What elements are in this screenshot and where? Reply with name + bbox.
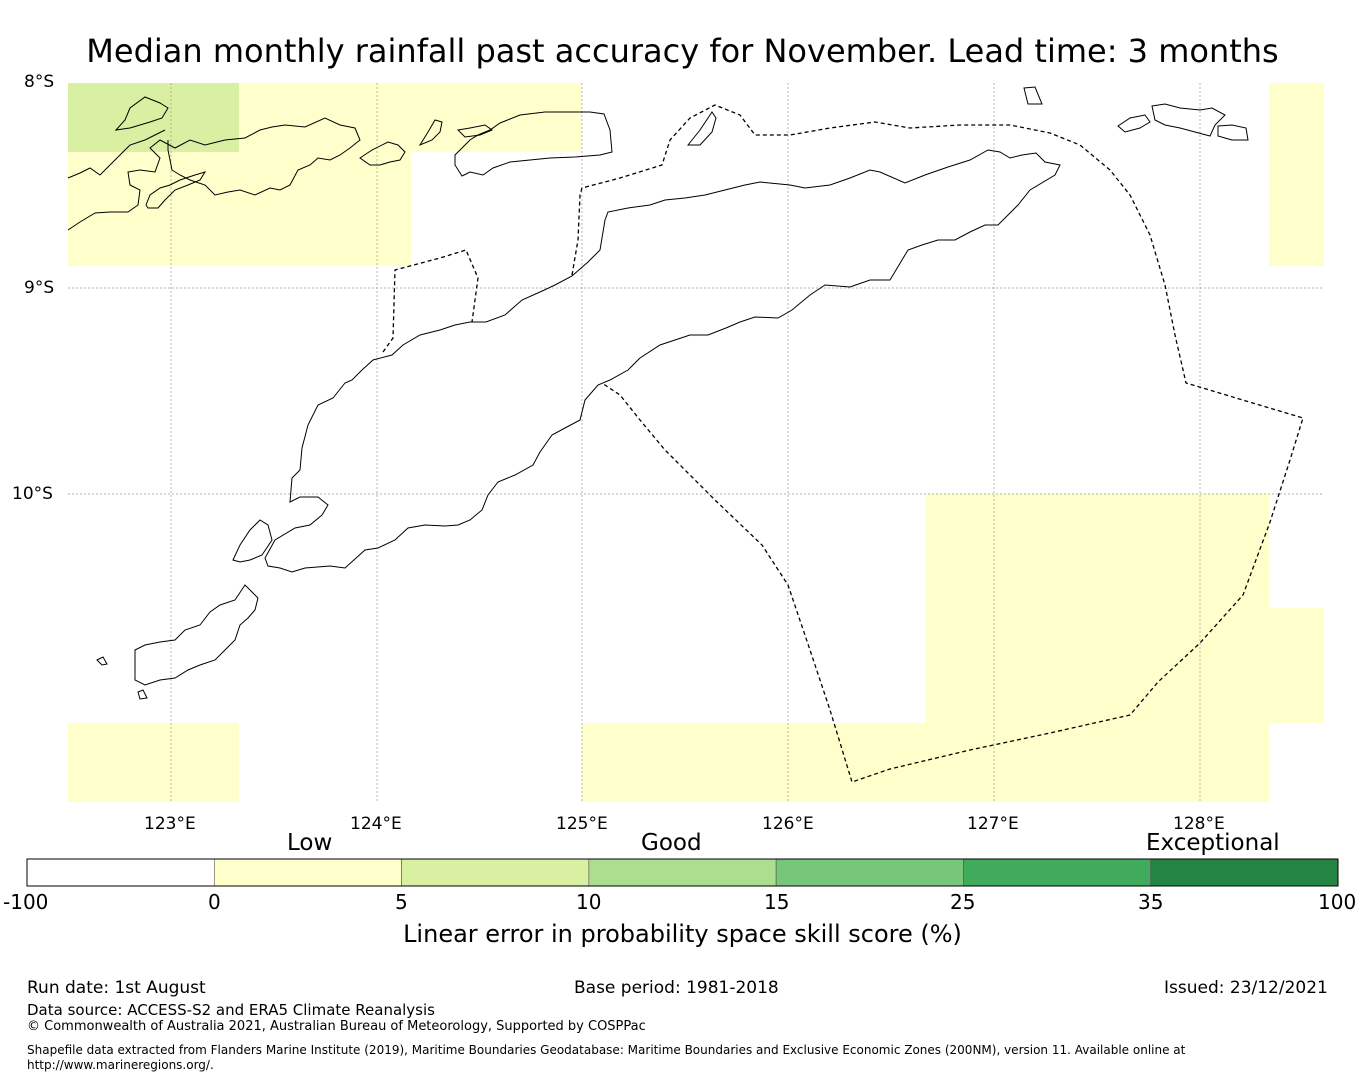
small-island-c — [418, 119, 443, 147]
kisar-island — [1023, 86, 1043, 105]
colorbar-category-good: Good — [641, 830, 702, 856]
ndao-island-b — [137, 689, 148, 700]
colorbar-tick: 100 — [1318, 890, 1357, 914]
moa-island — [1151, 103, 1226, 137]
colorbar-segment — [26, 858, 215, 887]
fill-cell-nw-yellow-top — [239, 83, 582, 152]
fill-cell-s-yellow — [582, 723, 926, 802]
lon-label-126e: 126°E — [762, 814, 814, 834]
fill-cell-ne-yellow — [1269, 83, 1324, 266]
lon-label-124e: 124°E — [350, 814, 402, 834]
colorbar-outline — [26, 858, 1339, 887]
colorbar-tick: 0 — [208, 890, 221, 914]
eez-boundary-east-timor — [571, 104, 1304, 783]
map-title: Median monthly rainfall past accuracy fo… — [86, 32, 1279, 70]
small-island-a — [145, 171, 207, 209]
lon-label-128e: 128°E — [1173, 814, 1225, 834]
shapefile-credit-line2: http://www.marineregions.org/. — [27, 1058, 214, 1072]
colorbar-label: Linear error in probability space skill … — [403, 920, 962, 948]
lat-label-10s: 10°S — [12, 484, 53, 504]
small-island-b — [359, 141, 406, 166]
flores-east-coast — [67, 129, 166, 179]
coastlines — [67, 86, 1249, 700]
lon-label-127e: 127°E — [967, 814, 1019, 834]
lakor-island — [1217, 124, 1249, 141]
fill-cell-sw-yellow — [68, 723, 239, 802]
colorbar-tick: 10 — [576, 890, 602, 914]
colorbar-category-low: Low — [287, 830, 333, 856]
alor-island-coast — [67, 117, 361, 231]
base-period: Base period: 1981-2018 — [574, 978, 779, 998]
lon-label-123e: 123°E — [144, 814, 196, 834]
colorbar-segments — [26, 858, 1339, 887]
graticule — [68, 83, 1324, 802]
copyright: © Commonwealth of Australia 2021, Austra… — [27, 1019, 646, 1034]
eez-boundary-oecusse — [382, 249, 479, 353]
shapefile-credit-line1: Shapefile data extracted from Flanders M… — [27, 1043, 1186, 1057]
semau-island-coast — [232, 519, 273, 563]
colorbar-segment — [963, 858, 1152, 887]
colorbar-segment — [588, 858, 777, 887]
fill-cell-nw-yellow-mid — [68, 152, 411, 266]
issued-date: Issued: 23/12/2021 — [1164, 978, 1328, 998]
rote-island-coast — [134, 584, 259, 686]
lon-label-125e: 125°E — [556, 814, 608, 834]
run-date: Run date: 1st August — [27, 978, 206, 998]
colorbar-segment — [401, 858, 590, 887]
leti-island — [1117, 114, 1151, 133]
atauro-coast — [686, 111, 717, 146]
colorbar-tick: 25 — [950, 890, 976, 914]
small-island-d — [456, 124, 494, 138]
timor-island-coast — [264, 149, 1061, 573]
lat-label-8s: 8°S — [24, 72, 55, 92]
colorbar-segment — [213, 858, 402, 887]
colorbar-category-exceptional: Exceptional — [1146, 830, 1280, 856]
colorbar-segment — [1150, 858, 1339, 887]
lat-label-9s: 9°S — [24, 278, 55, 298]
colorbar-tick: 35 — [1138, 890, 1164, 914]
ndao-island — [96, 656, 108, 666]
data-source: Data source: ACCESS-S2 and ERA5 Climate … — [27, 1001, 435, 1019]
eez-boundary — [382, 104, 1304, 783]
fill-cell-se-yellow-b — [1269, 608, 1324, 723]
colorbar-tick: 5 — [395, 890, 408, 914]
colorbar-segment — [775, 858, 964, 887]
pantar-island-coast — [114, 96, 169, 131]
skill-fill-layer — [68, 83, 1324, 802]
wetar-island-coast — [454, 111, 613, 177]
colorbar-tick: -100 — [3, 890, 49, 914]
colorbar-tick: 15 — [764, 890, 790, 914]
fill-cell-se-yellow-a — [926, 494, 1269, 802]
fill-cell-nw-green — [68, 83, 239, 152]
colorbar — [26, 858, 1339, 887]
